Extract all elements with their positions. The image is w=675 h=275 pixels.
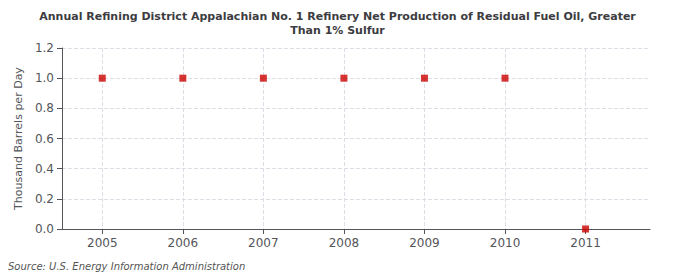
svg-text:0.8: 0.8 xyxy=(35,101,54,115)
svg-text:2009: 2009 xyxy=(409,236,440,250)
svg-text:1.2: 1.2 xyxy=(35,41,54,55)
svg-text:0.6: 0.6 xyxy=(35,132,54,146)
svg-text:Source: U.S. Energy Informatio: Source: U.S. Energy Information Administ… xyxy=(8,261,245,272)
svg-text:2005: 2005 xyxy=(87,236,118,250)
svg-text:2011: 2011 xyxy=(570,236,601,250)
svg-text:2008: 2008 xyxy=(329,236,360,250)
svg-text:Thousand Barrels per Day: Thousand Barrels per Day xyxy=(12,67,25,211)
svg-text:0.0: 0.0 xyxy=(35,222,54,236)
svg-text:Annual Refining District Appal: Annual Refining District Appalachian No.… xyxy=(39,10,636,23)
svg-text:2010: 2010 xyxy=(490,236,521,250)
svg-text:Than 1% Sulfur: Than 1% Sulfur xyxy=(290,24,385,37)
svg-text:1.0: 1.0 xyxy=(35,71,54,85)
svg-text:0.2: 0.2 xyxy=(35,192,54,206)
svg-text:0.4: 0.4 xyxy=(35,162,54,176)
svg-text:2006: 2006 xyxy=(168,236,199,250)
svg-text:2007: 2007 xyxy=(248,236,279,250)
